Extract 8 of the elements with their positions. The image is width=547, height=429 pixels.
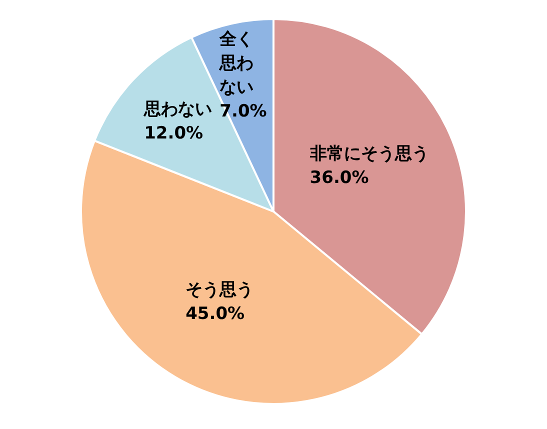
data-label: 45.0% xyxy=(186,304,245,324)
slice-label: そう思う xyxy=(186,280,254,300)
slice-label: 全く思わない xyxy=(218,30,254,98)
data-label: 36.0% xyxy=(310,168,369,188)
slice-label: 非常にそう思う xyxy=(308,144,429,164)
data-label: 7.0% xyxy=(220,102,267,122)
data-label: 12.0% xyxy=(144,123,204,144)
slice-label: 思わない xyxy=(143,99,212,120)
